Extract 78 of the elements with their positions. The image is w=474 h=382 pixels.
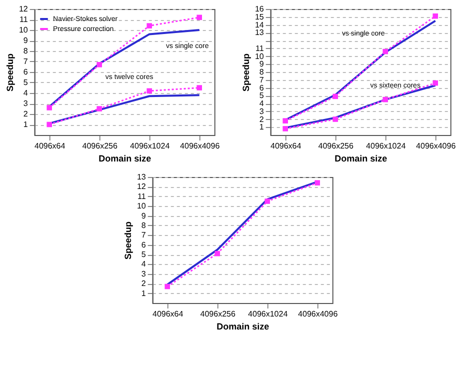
y-tick-label: 4: [259, 99, 264, 108]
point: [196, 85, 202, 90]
point: [146, 23, 152, 28]
y-tick-label: 5: [141, 250, 146, 260]
point: [282, 126, 288, 132]
point: [382, 96, 388, 102]
point: [146, 88, 152, 94]
y-tick-label: 3: [23, 99, 28, 108]
y-tick-label: 4: [141, 260, 146, 269]
y-tick-label: 6: [259, 83, 264, 92]
y-tick-label: 11: [138, 192, 146, 201]
y-tick-label: 8: [23, 46, 28, 56]
x-tick-label: 4096x64: [270, 142, 302, 150]
y-axis-title: Speedup: [4, 53, 15, 92]
y-tick-label: 8: [259, 68, 264, 76]
x-tick-label: 4096x4096: [416, 142, 456, 150]
point: [382, 48, 388, 54]
y-tick-label: 11: [20, 15, 28, 24]
point: [164, 284, 170, 290]
x-tick-label: 4096x1024: [248, 310, 288, 318]
y-tick-label: 3: [141, 269, 146, 278]
y-tick-label: 13: [136, 172, 146, 182]
point: [196, 14, 202, 20]
x-tick-label: 4096x1024: [366, 142, 406, 150]
y-tick-label: 10: [254, 52, 264, 61]
y-tick-label: 2: [23, 110, 28, 118]
y-tick-label: 1: [141, 288, 146, 298]
point: [332, 116, 338, 122]
x-tick-label: 4096x256: [200, 310, 236, 318]
point: [214, 250, 220, 256]
point: [46, 105, 52, 110]
y-tick-label: 8: [141, 220, 146, 230]
x-tick-label: 4096x1024: [130, 142, 170, 150]
y-axis-title: Speedup: [240, 53, 251, 92]
x-tick-label: 4096x64: [152, 310, 184, 318]
y-tick-label: 5: [23, 78, 28, 87]
y-tick-label: 13: [254, 28, 264, 38]
y-tick-label: 9: [141, 211, 146, 220]
x-tick-label: 4096x256: [82, 142, 118, 150]
x-tick-label: 4096x4096: [298, 310, 338, 318]
y-tick-label: 11: [256, 44, 264, 53]
y-tick-label: 7: [259, 75, 264, 84]
y-tick-label: 2: [141, 279, 146, 288]
y-tick-label: 16: [254, 4, 264, 14]
y-tick-label: 1: [259, 122, 264, 132]
y-tick-label: 1: [23, 120, 28, 129]
y-tick-label: 12: [136, 182, 146, 192]
y-tick-label: 7: [141, 230, 146, 240]
x-tick-label: 4096x4096: [180, 142, 220, 150]
x-axis-title: Domain size: [98, 154, 152, 164]
y-tick-label: 6: [141, 240, 146, 250]
x-tick-label: 4096x256: [318, 142, 354, 150]
y-tick-label: 6: [23, 68, 28, 76]
point: [282, 118, 288, 124]
y-tick-label: 4: [23, 88, 28, 98]
x-axis-title: Domain size: [334, 154, 388, 164]
y-tick-label: 12: [18, 4, 28, 14]
y-tick-label: 2: [259, 114, 264, 124]
y-tick-label: 9: [23, 36, 28, 45]
point: [432, 13, 438, 19]
point: [332, 94, 338, 100]
point: [314, 180, 320, 186]
y-tick-label: 5: [259, 91, 264, 100]
y-tick-label: 9: [259, 60, 264, 69]
x-tick-label: 4096x64: [34, 142, 66, 150]
y-tick-label: 10: [136, 202, 146, 211]
y-tick-label: 15: [254, 12, 264, 22]
x-axis-title: Domain size: [216, 322, 270, 332]
point: [432, 80, 438, 86]
point: [96, 62, 102, 68]
point: [46, 122, 52, 128]
y-tick-label: 7: [23, 57, 28, 66]
y-axis-title: Speedup: [122, 221, 133, 260]
y-tick-label: 14: [254, 20, 264, 30]
point: [264, 198, 270, 204]
y-tick-label: 3: [259, 106, 264, 116]
point: [96, 106, 102, 112]
y-tick-label: 10: [18, 26, 28, 34]
